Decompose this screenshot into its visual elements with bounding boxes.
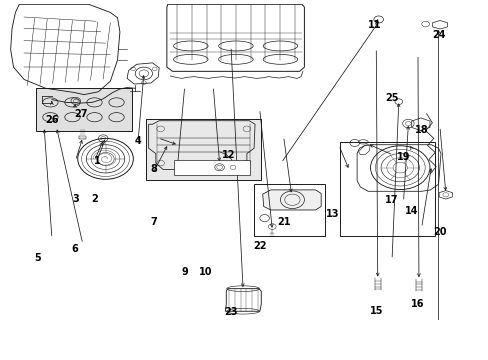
Text: 10: 10 [198,267,211,278]
Text: 11: 11 [367,21,381,31]
Text: 1: 1 [94,156,101,166]
Text: 8: 8 [150,164,157,174]
Text: 23: 23 [224,307,237,317]
Bar [146,119,261,180]
Bar [173,160,250,175]
Text: 3: 3 [72,194,79,204]
Text: 16: 16 [410,299,424,309]
Polygon shape [262,190,321,210]
Bar [79,136,86,139]
Text: 25: 25 [385,93,398,103]
Text: 19: 19 [396,152,409,162]
Text: 6: 6 [71,244,78,254]
Text: 24: 24 [431,30,445,40]
Bar [340,142,434,237]
Text: 12: 12 [222,150,235,160]
Text: 27: 27 [74,109,87,119]
Text: 22: 22 [253,241,266,251]
Text: 14: 14 [404,206,417,216]
Text: 4: 4 [135,136,141,146]
Text: 26: 26 [45,115,59,125]
Text: 18: 18 [414,125,428,135]
Text: 7: 7 [150,217,157,227]
Bar [36,88,132,131]
Text: 17: 17 [385,195,398,206]
Text: 5: 5 [34,253,41,262]
Text: 15: 15 [369,306,382,315]
Text: 9: 9 [181,267,187,278]
Text: 21: 21 [277,217,290,227]
Text: 20: 20 [432,227,446,237]
Text: 2: 2 [91,194,98,204]
Text: 13: 13 [325,208,339,219]
Bar [254,184,325,236]
